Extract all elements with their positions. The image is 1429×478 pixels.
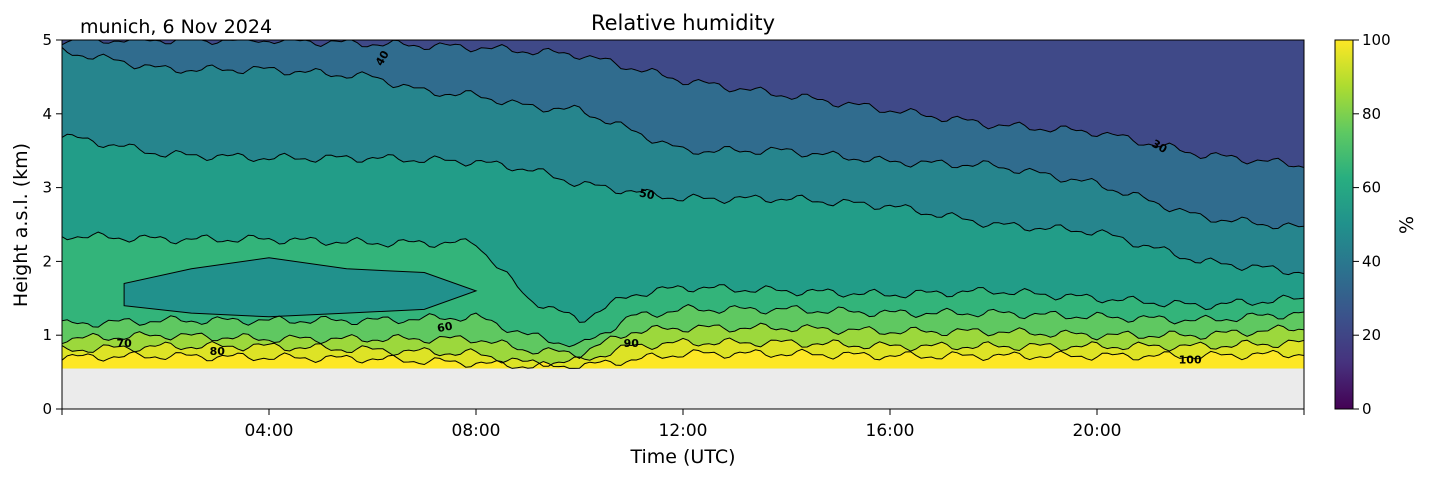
humidity-field (62, 40, 1304, 369)
contour-label-50: 50 (638, 187, 656, 203)
colorbar-tick-label: 0 (1362, 400, 1372, 418)
x-tick-label: 08:00 (452, 421, 501, 441)
contour-label-90: 90 (624, 337, 640, 350)
colorbar-tick-label: 100 (1362, 31, 1391, 49)
contour-30 (62, 40, 1304, 168)
y-tick-label: 4 (42, 105, 52, 123)
y-tick-label: 0 (42, 400, 52, 418)
contour-inner-60 (123, 257, 478, 318)
y-tick-label: 2 (42, 252, 52, 270)
colorbar-tick-label: 80 (1362, 105, 1381, 123)
colorbar-ticks: 0 20 40 60 80 100 (1353, 31, 1391, 418)
contour-90 (62, 337, 1304, 367)
x-axis: 04:00 08:00 12:00 16:00 20:00 (61, 409, 1305, 441)
contour-70 (62, 304, 1304, 348)
contour-lines (62, 40, 1304, 369)
location-date-label: munich, 6 Nov 2024 (80, 16, 272, 38)
chart-title: Relative humidity (591, 11, 775, 35)
x-axis-label: Time (UTC) (629, 446, 735, 468)
x-tick-label: 12:00 (659, 421, 708, 441)
x-tick-label: 16:00 (866, 421, 915, 441)
colorbar-tick-label: 40 (1362, 252, 1381, 270)
x-tick-label: 20:00 (1073, 421, 1122, 441)
contour-label-100: 100 (1179, 353, 1202, 366)
contour-100 (62, 348, 1304, 369)
contour-80 (62, 322, 1304, 359)
y-axis-label: Height a.s.l. (km) (10, 143, 32, 307)
y-axis: 0 1 2 3 4 5 (42, 31, 62, 418)
colorbar-tick-label: 60 (1362, 179, 1381, 197)
y-tick-label: 1 (42, 326, 52, 344)
contour-label-70: 70 (116, 337, 132, 350)
band-100 (62, 349, 1304, 369)
contour-50 (62, 133, 1304, 276)
contour-40 (62, 47, 1304, 230)
y-tick-label: 3 (42, 179, 52, 197)
colorbar-label: % (1396, 216, 1418, 234)
contour-label-60: 60 (436, 320, 454, 336)
colorbar (1334, 39, 1354, 410)
inner-pocket-fill (124, 257, 476, 317)
x-tick-label: 04:00 (245, 421, 294, 441)
y-tick-label: 5 (42, 31, 52, 49)
contour-60 (62, 231, 1304, 323)
contour-label-80: 80 (210, 345, 226, 358)
colorbar-tick-label: 20 (1362, 326, 1381, 344)
